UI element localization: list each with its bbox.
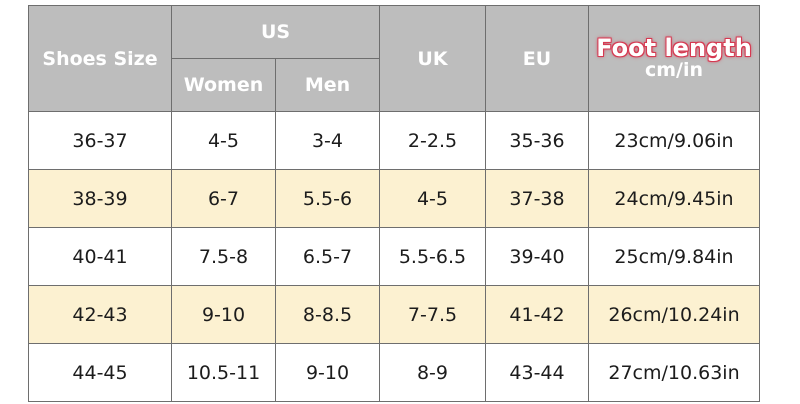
header-eu: EU — [485, 5, 589, 112]
header-us-men: Men — [275, 58, 380, 112]
cell-eu: 37-38 — [485, 169, 589, 228]
cell-us-women: 7.5-8 — [171, 227, 276, 286]
cell-uk: 4-5 — [379, 169, 486, 228]
table-row: 40-41 7.5-8 6.5-7 5.5-6.5 39-40 25cm/9.8… — [28, 227, 760, 286]
cell-shoes-size: 44-45 — [28, 343, 172, 402]
cell-us-women: 9-10 — [171, 285, 276, 344]
header-us: US — [171, 5, 380, 59]
shoe-size-table: Shoes Size US UK EU Foot length cm/in Wo… — [28, 5, 760, 402]
cell-us-women: 4-5 — [171, 111, 276, 170]
cell-eu: 39-40 — [485, 227, 589, 286]
cell-eu: 35-36 — [485, 111, 589, 170]
cell-foot-length: 23cm/9.06in — [588, 111, 760, 170]
table-row: 38-39 6-7 5.5-6 4-5 37-38 24cm/9.45in — [28, 169, 760, 228]
foot-length-title: Foot length — [596, 33, 752, 62]
cell-uk: 8-9 — [379, 343, 486, 402]
cell-foot-length: 25cm/9.84in — [588, 227, 760, 286]
cell-us-women: 10.5-11 — [171, 343, 276, 402]
foot-length-unit: cm/in — [644, 59, 704, 82]
cell-eu: 41-42 — [485, 285, 589, 344]
cell-us-men: 9-10 — [275, 343, 380, 402]
cell-shoes-size: 38-39 — [28, 169, 172, 228]
table-row: 36-37 4-5 3-4 2-2.5 35-36 23cm/9.06in — [28, 111, 760, 170]
cell-uk: 7-7.5 — [379, 285, 486, 344]
table-row: 44-45 10.5-11 9-10 8-9 43-44 27cm/10.63i… — [28, 343, 760, 402]
cell-foot-length: 24cm/9.45in — [588, 169, 760, 228]
cell-us-women: 6-7 — [171, 169, 276, 228]
cell-us-men: 6.5-7 — [275, 227, 380, 286]
cell-foot-length: 26cm/10.24in — [588, 285, 760, 344]
cell-uk: 5.5-6.5 — [379, 227, 486, 286]
header-uk: UK — [379, 5, 486, 112]
cell-eu: 43-44 — [485, 343, 589, 402]
table-row: 42-43 9-10 8-8.5 7-7.5 41-42 26cm/10.24i… — [28, 285, 760, 344]
cell-shoes-size: 40-41 — [28, 227, 172, 286]
cell-uk: 2-2.5 — [379, 111, 486, 170]
header-shoes-size: Shoes Size — [28, 5, 172, 112]
cell-us-men: 8-8.5 — [275, 285, 380, 344]
cell-foot-length: 27cm/10.63in — [588, 343, 760, 402]
header-us-women: Women — [171, 58, 276, 112]
cell-us-men: 3-4 — [275, 111, 380, 170]
cell-shoes-size: 36-37 — [28, 111, 172, 170]
cell-shoes-size: 42-43 — [28, 285, 172, 344]
cell-us-men: 5.5-6 — [275, 169, 380, 228]
header-foot-length: Foot length cm/in — [588, 5, 760, 112]
